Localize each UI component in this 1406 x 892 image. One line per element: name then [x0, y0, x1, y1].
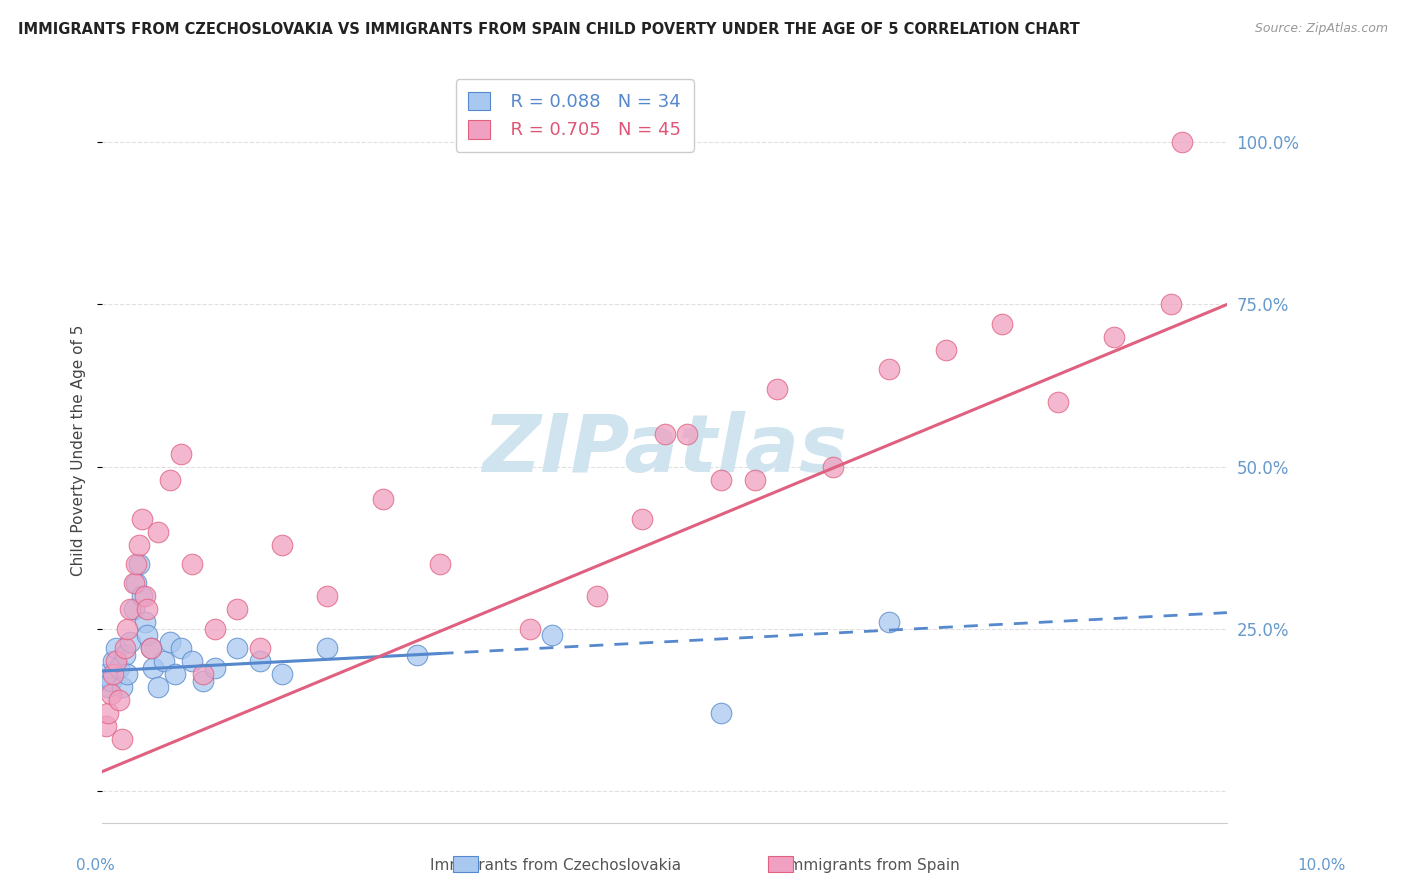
Point	[159, 473, 181, 487]
Text: 0.0%: 0.0%	[76, 858, 115, 873]
Text: 10.0%: 10.0%	[1298, 858, 1346, 873]
Point	[128, 557, 150, 571]
Point	[108, 693, 131, 707]
Point	[103, 654, 125, 668]
Legend:   R = 0.088   N = 34,   R = 0.705   N = 45: R = 0.088 N = 34, R = 0.705 N = 45	[456, 79, 693, 152]
Point	[115, 622, 138, 636]
Point	[249, 654, 271, 668]
Point	[586, 590, 609, 604]
Point	[128, 537, 150, 551]
Point	[271, 667, 294, 681]
Point	[226, 641, 249, 656]
Point	[100, 673, 122, 688]
Point	[316, 590, 339, 604]
Point	[120, 635, 142, 649]
Point	[142, 661, 165, 675]
Point	[103, 667, 125, 681]
Point	[879, 615, 901, 630]
Point	[136, 602, 159, 616]
Point	[108, 661, 131, 675]
Point	[991, 317, 1014, 331]
Point	[1160, 297, 1182, 311]
Text: ZIPatlas: ZIPatlas	[482, 411, 846, 490]
Point	[744, 473, 766, 487]
Point	[193, 673, 215, 688]
Point	[710, 706, 733, 721]
Point	[134, 590, 156, 604]
Point	[226, 602, 249, 616]
Point	[148, 524, 170, 539]
Point	[139, 641, 162, 656]
Point	[100, 687, 122, 701]
Point	[165, 667, 187, 681]
Point	[125, 557, 148, 571]
Point	[519, 622, 541, 636]
Point	[406, 648, 429, 662]
Point	[115, 667, 138, 681]
Point	[204, 661, 226, 675]
Point	[1047, 394, 1070, 409]
Point	[316, 641, 339, 656]
Point	[204, 622, 226, 636]
Point	[181, 654, 204, 668]
Point	[1104, 330, 1126, 344]
Point	[97, 680, 120, 694]
Point	[131, 590, 153, 604]
Point	[114, 641, 136, 656]
Point	[131, 511, 153, 525]
Point	[139, 641, 162, 656]
Point	[94, 667, 117, 681]
Point	[159, 635, 181, 649]
Point	[541, 628, 564, 642]
Point	[823, 459, 845, 474]
Point	[104, 654, 127, 668]
Point	[153, 654, 176, 668]
Text: IMMIGRANTS FROM CZECHOSLOVAKIA VS IMMIGRANTS FROM SPAIN CHILD POVERTY UNDER THE : IMMIGRANTS FROM CZECHOSLOVAKIA VS IMMIGR…	[18, 22, 1080, 37]
Point	[271, 537, 294, 551]
Point	[429, 557, 451, 571]
Y-axis label: Child Poverty Under the Age of 5: Child Poverty Under the Age of 5	[72, 325, 86, 576]
Point	[710, 473, 733, 487]
Point	[170, 641, 193, 656]
Point	[766, 382, 789, 396]
Point	[879, 362, 901, 376]
Point	[120, 602, 142, 616]
Point	[104, 641, 127, 656]
Point	[122, 602, 145, 616]
Point	[122, 576, 145, 591]
Point	[111, 680, 134, 694]
Text: Source: ZipAtlas.com: Source: ZipAtlas.com	[1254, 22, 1388, 36]
Point	[654, 427, 676, 442]
Text: Immigrants from Czechoslovakia: Immigrants from Czechoslovakia	[430, 858, 681, 873]
Point	[373, 492, 395, 507]
Point	[193, 667, 215, 681]
Point	[249, 641, 271, 656]
Point	[148, 680, 170, 694]
Point	[125, 576, 148, 591]
Point	[97, 706, 120, 721]
Point	[134, 615, 156, 630]
Point	[1171, 136, 1194, 150]
Point	[136, 628, 159, 642]
Point	[170, 447, 193, 461]
Point	[94, 719, 117, 733]
Point	[631, 511, 654, 525]
Point	[935, 343, 957, 357]
Point	[181, 557, 204, 571]
Point	[111, 732, 134, 747]
Text: Immigrants from Spain: Immigrants from Spain	[785, 858, 960, 873]
Point	[676, 427, 699, 442]
Point	[114, 648, 136, 662]
